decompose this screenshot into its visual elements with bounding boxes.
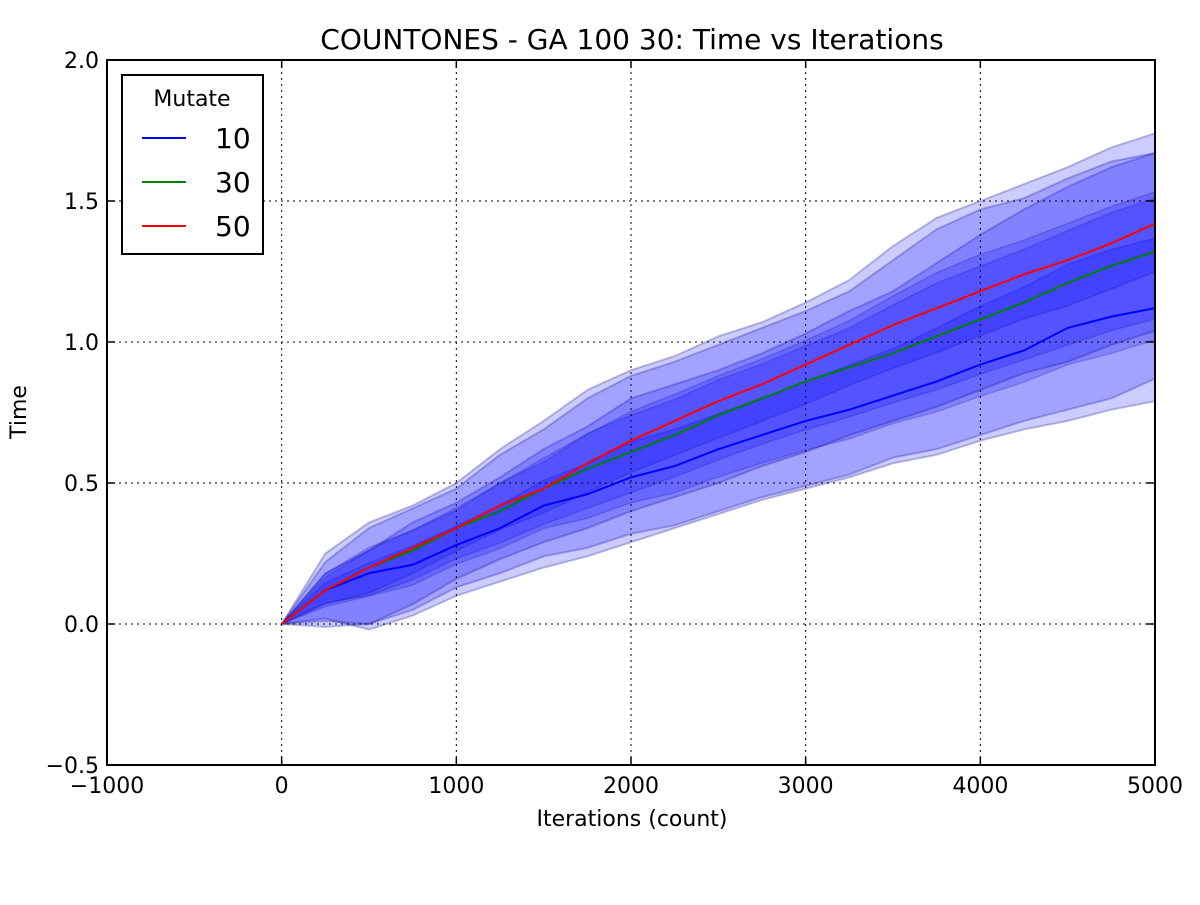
y-tick-label: 1.5 (64, 190, 99, 215)
axis-ticks (106, 59, 1156, 766)
legend-label-30: 30 (215, 166, 251, 199)
x-tick-label: −1000 (70, 774, 144, 799)
x-tick-label: 0 (275, 774, 289, 799)
legend: Mutate 10 30 50 (121, 74, 264, 255)
x-tick-label: 4000 (952, 774, 1008, 799)
chart-title: COUNTONES - GA 100 30: Time vs Iteration… (320, 23, 943, 56)
y-tick-label: −0.5 (46, 754, 99, 779)
x-tick-label: 5000 (1127, 774, 1183, 799)
series-lines (281, 222, 1156, 625)
x-axis-label: Iterations (count) (536, 807, 727, 832)
y-tick-label: 1.0 (64, 331, 99, 356)
series-line-50 (281, 222, 1156, 625)
x-tick-label: 3000 (778, 774, 834, 799)
series-line-30 (281, 250, 1156, 625)
y-tick-label: 0.5 (64, 472, 99, 497)
legend-label-10: 10 (215, 122, 251, 155)
tick-labels: −1000 0 1000 2000 3000 4000 5000 −0.5 0.0 0.5 1.0 1… (46, 49, 1183, 799)
legend-title: Mutate (153, 87, 230, 112)
y-axis-label: Time (7, 385, 32, 440)
legend-label-50: 50 (215, 210, 251, 243)
legend-box (121, 74, 264, 255)
y-tick-label: 2.0 (64, 49, 99, 74)
x-tick-label: 1000 (428, 774, 484, 799)
y-tick-label: 0.0 (64, 613, 99, 638)
x-tick-label: 2000 (603, 774, 659, 799)
series-line-10 (281, 307, 1156, 625)
